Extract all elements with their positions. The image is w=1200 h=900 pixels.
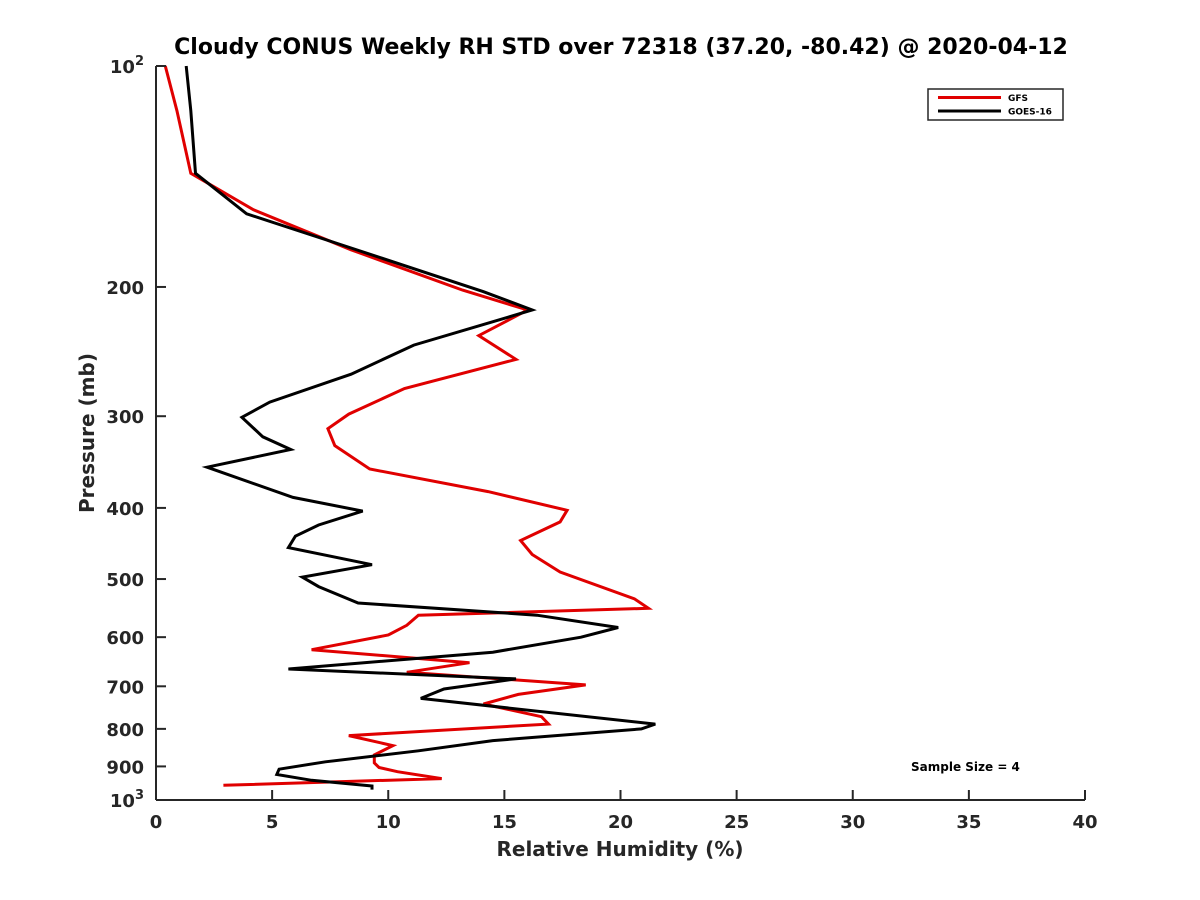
x-axis-label: Relative Humidity (%) (496, 837, 743, 861)
legend-box (927, 88, 1064, 121)
y-tick-label: 500 (106, 570, 144, 591)
x-tick-label: 20 (608, 812, 633, 833)
x-tick-label: 40 (1072, 812, 1097, 833)
x-tick-label: 5 (266, 812, 279, 833)
legend-label-goes16: GOES-16 (1008, 108, 1052, 118)
y-tick-label: 300 (106, 407, 144, 428)
x-tick-label: 30 (840, 812, 865, 833)
y-tick-label: 700 (106, 677, 144, 698)
y-tick-label: 103 (110, 788, 144, 812)
x-tick-label: 0 (150, 812, 163, 833)
x-tick-label: 15 (492, 812, 517, 833)
sample-size-annotation: Sample Size = 4 (911, 760, 1020, 774)
legend: GFS GOES-16 (927, 88, 1064, 121)
y-tick-label: 102 (110, 54, 144, 78)
y-tick-label: 600 (106, 628, 144, 649)
y-ticks: 102 200 300 400 500 600 700 800 900 103 (106, 54, 166, 812)
series-line-goes16 (184, 65, 656, 790)
x-tick-label: 35 (956, 812, 981, 833)
y-tick-label: 200 (106, 278, 144, 299)
series-layer (163, 65, 656, 790)
y-tick-label: 900 (106, 757, 144, 778)
x-tick-label: 25 (724, 812, 749, 833)
chart-title: Cloudy CONUS Weekly RH STD over 72318 (3… (174, 35, 1068, 60)
y-tick-label: 800 (106, 720, 144, 741)
series-line-gfs (163, 65, 654, 787)
y-axis-label: Pressure (mb) (75, 353, 99, 513)
x-ticks: 0 5 10 15 20 25 30 35 40 (150, 790, 1098, 833)
y-tick-label: 400 (106, 499, 144, 520)
legend-label-gfs: GFS (1008, 94, 1028, 104)
x-tick-label: 10 (376, 812, 401, 833)
